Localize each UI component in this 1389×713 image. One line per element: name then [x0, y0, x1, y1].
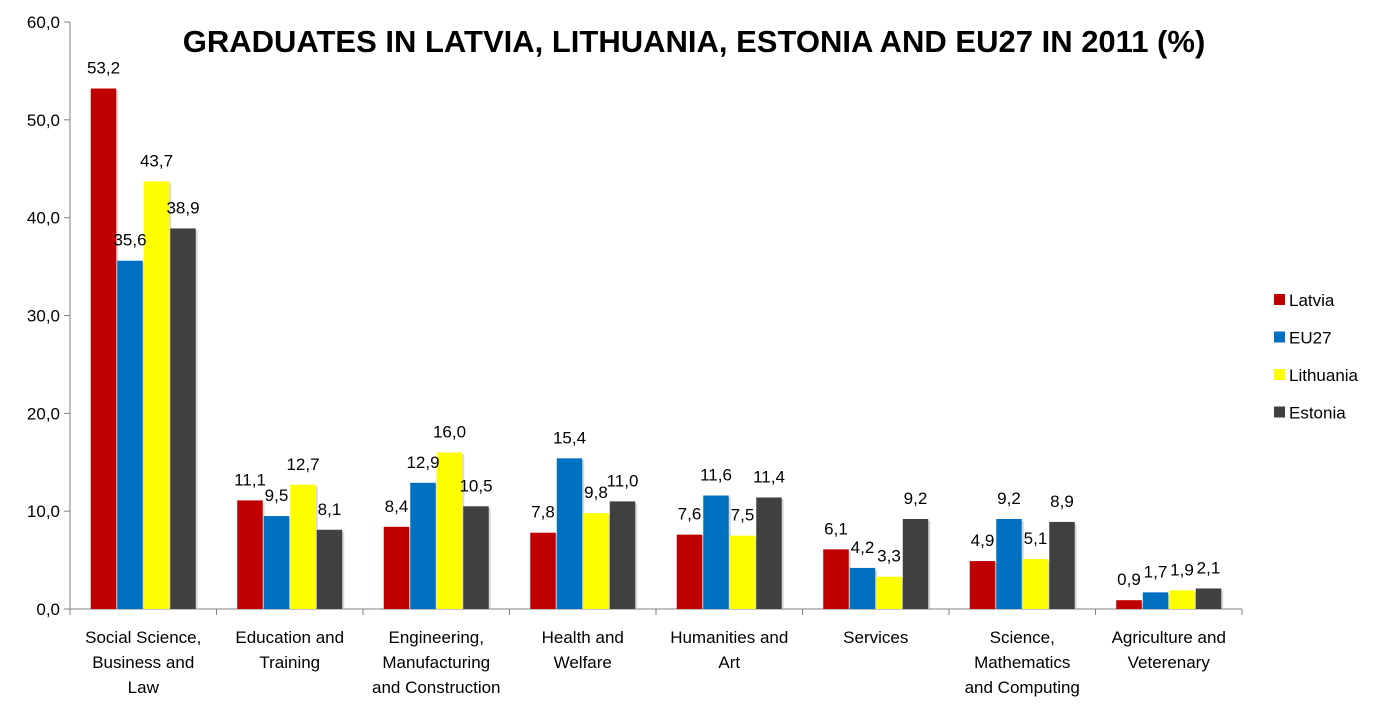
data-label: 35,6 [113, 231, 146, 250]
legend-label: EU27 [1289, 329, 1332, 348]
y-tick-label: 40,0 [27, 209, 60, 228]
data-label: 9,8 [584, 483, 608, 502]
data-label: 16,0 [433, 422, 466, 441]
bar [383, 526, 410, 609]
bar [410, 482, 436, 609]
data-label: 6,1 [824, 519, 848, 538]
bar [170, 228, 196, 609]
bar [996, 518, 1022, 609]
y-tick-label: 0,0 [36, 600, 60, 619]
bar [876, 576, 902, 609]
data-label: 8,4 [385, 497, 409, 516]
data-label: 4,9 [971, 531, 995, 550]
bar [530, 532, 556, 609]
bar [237, 500, 263, 609]
data-label: 5,1 [1024, 529, 1048, 548]
data-label: 2,1 [1197, 558, 1221, 577]
bar [849, 567, 876, 609]
bar [1169, 590, 1195, 609]
bar [756, 497, 782, 609]
data-labels: 53,2 35,6 43,7 38,9 11,19,5 12,7 8,1 8,4 12,9 16,… [87, 59, 1220, 590]
bar [463, 506, 489, 609]
data-label: 38,9 [166, 198, 199, 217]
data-label: 4,2 [851, 538, 875, 557]
y-tick-label: 30,0 [27, 307, 60, 326]
data-label: 9,5 [265, 486, 289, 505]
bar [117, 260, 143, 609]
y-tick-label: 60,0 [27, 13, 60, 32]
bar [1142, 592, 1169, 609]
bar [1116, 600, 1142, 609]
data-label: 43,7 [140, 151, 173, 170]
data-label: 53,2 [87, 59, 120, 78]
bar [263, 516, 290, 609]
data-label: 1,9 [1170, 560, 1194, 579]
legend-label: Lithuania [1289, 366, 1359, 385]
data-label: 15,4 [553, 428, 586, 447]
category-label: Humanities and Art [670, 628, 788, 672]
data-label: 8,1 [318, 500, 342, 519]
bar [290, 484, 316, 609]
legend-swatch [1274, 294, 1285, 305]
category-label: Engineering, Manufacturing and Constructio… [372, 628, 501, 697]
data-label: 12,9 [406, 453, 439, 472]
data-label: 11,0 [607, 471, 639, 490]
category-label: Social Science, Business and Law [85, 628, 201, 697]
category-label: Health and Welfare [542, 628, 624, 672]
legend-swatch [1274, 406, 1285, 418]
bar [969, 561, 996, 609]
bar [436, 452, 463, 609]
data-label: 8,9 [1050, 492, 1074, 511]
y-tick-label: 10,0 [27, 502, 60, 521]
data-label: 9,2 [904, 489, 928, 508]
data-label: 9,2 [997, 489, 1021, 508]
data-label: 3,3 [877, 547, 901, 566]
bar [609, 501, 636, 609]
data-label: 12,7 [286, 455, 319, 474]
bar [823, 549, 849, 609]
bar [556, 458, 583, 609]
bar [902, 518, 929, 609]
legend: Latvia EU27 Lithuania Estonia [1274, 291, 1359, 423]
chart-title: GRADUATES IN LATVIA, LITHUANIA, ESTONIA … [183, 24, 1206, 59]
data-label: 7,8 [531, 503, 555, 522]
bar [703, 495, 729, 609]
legend-label: Estonia [1289, 404, 1346, 423]
legend-swatch [1274, 331, 1285, 343]
data-label: 0,9 [1117, 570, 1141, 589]
category-label: Science, Mathematics and Computing [965, 628, 1080, 697]
bar [1049, 521, 1075, 609]
category-label: Services [843, 628, 908, 647]
bars [90, 88, 1224, 610]
data-label: 10,5 [459, 476, 492, 495]
bar [316, 529, 343, 609]
y-tick-label: 20,0 [27, 404, 60, 423]
bar [729, 535, 756, 609]
category-label: Education and Training [235, 628, 344, 672]
bar [676, 534, 703, 609]
bar [143, 181, 170, 610]
data-label: 1,7 [1144, 562, 1168, 581]
bar [1022, 559, 1049, 609]
bar [583, 513, 609, 609]
legend-swatch [1274, 369, 1285, 380]
data-label: 11,6 [700, 466, 732, 485]
legend-label: Latvia [1289, 291, 1335, 310]
data-label: 7,6 [678, 505, 702, 524]
y-tick-label: 50,0 [27, 111, 60, 130]
axes: 0,0 10,0 20,0 30,0 40,0 50,0 60,0 Social Scienc… [27, 13, 1243, 697]
bar [90, 88, 117, 609]
data-label: 11,4 [753, 467, 785, 486]
bar [1195, 588, 1222, 609]
data-label: 11,1 [234, 470, 266, 489]
category-label: Agriculture and Veterenary [1112, 628, 1226, 672]
data-label: 7,5 [731, 506, 755, 525]
